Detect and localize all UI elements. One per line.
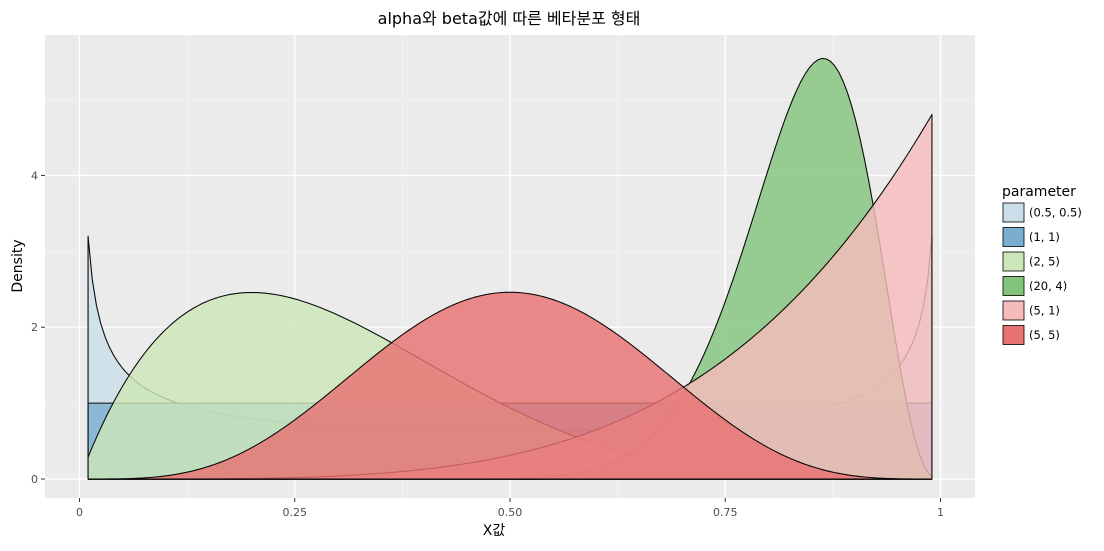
legend-key-3	[1002, 276, 1025, 296]
legend-label-2: (2, 5)	[1029, 255, 1060, 269]
legend-label-3: (20, 4)	[1029, 279, 1067, 293]
legend-key-4	[1002, 300, 1025, 321]
x-tick-label-0: 0	[76, 506, 83, 519]
legend-label-4: (5, 1)	[1029, 304, 1060, 318]
legend-title: parameter	[1002, 184, 1076, 200]
x-tick-label-4: 1	[937, 506, 944, 519]
legend-key-0	[1002, 202, 1025, 223]
chart-title: alpha와 beta값에 따른 베타분포 형태	[378, 9, 641, 28]
legend-key-5	[1002, 325, 1025, 345]
x-axis-label: X값	[483, 523, 506, 539]
y-tick-label-0: 0	[31, 473, 38, 486]
y-axis-label: Density	[10, 239, 26, 292]
series-layer	[87, 57, 933, 480]
x-tick-label-3: 0.75	[713, 506, 738, 519]
y-tick-label-1: 2	[31, 321, 38, 334]
legend-label-1: (1, 1)	[1029, 230, 1060, 244]
axis-layer: 0 0.25 0.50 0.75 1 0 2 4	[31, 169, 944, 519]
legend-label-5: (5, 5)	[1029, 328, 1060, 342]
legend-items: (0.5, 0.5) (1, 1) (2, 5) (20, 4) (5, 1) (5, 5…	[1002, 202, 1082, 345]
x-tick-label-1: 0.25	[282, 506, 307, 519]
legend-key-1	[1002, 227, 1025, 247]
legend-label-0: (0.5, 0.5)	[1029, 206, 1082, 220]
series-area-5	[87, 291, 933, 480]
legend-key-2	[1002, 251, 1025, 272]
legend: parameter (0.5, 0.5)(1, 1)(2, 5)(20, 4)(…	[1002, 184, 1082, 345]
x-tick-label-2: 0.50	[498, 506, 523, 519]
y-tick-label-2: 4	[31, 169, 38, 182]
